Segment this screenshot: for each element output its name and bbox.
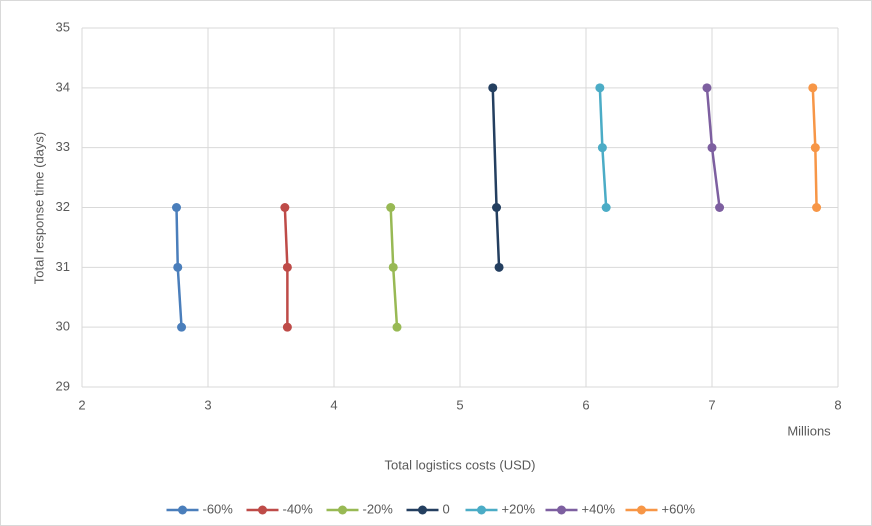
y-tick-label: 29: [56, 378, 70, 393]
data-point: [812, 203, 822, 212]
legend-label: +40%: [582, 501, 616, 516]
y-tick-label: 33: [56, 139, 70, 154]
legend-label: 0: [443, 501, 450, 516]
x-axis-title: Total logistics costs (USD): [385, 457, 536, 472]
x-tick-label: 2: [78, 397, 85, 412]
legend-marker: [178, 505, 187, 515]
data-point: [597, 143, 607, 153]
data-point: [707, 143, 717, 153]
data-point: [177, 322, 187, 332]
data-point: [601, 203, 611, 212]
data-point: [492, 203, 502, 212]
legend-marker: [557, 505, 566, 515]
legend-label: +20%: [502, 501, 536, 516]
x-tick-label: 4: [330, 397, 337, 412]
legend-marker: [637, 505, 646, 515]
data-point: [280, 203, 290, 212]
legend-marker: [338, 505, 347, 515]
data-point: [595, 83, 605, 93]
y-tick-label: 31: [56, 259, 70, 274]
x-tick-label: 8: [834, 397, 841, 412]
legend-marker: [418, 505, 427, 515]
legend-label: -60%: [203, 501, 234, 516]
legend-label: -20%: [363, 501, 394, 516]
x-tick-label: 6: [582, 397, 589, 412]
data-point: [282, 322, 292, 332]
y-tick-label: 30: [56, 319, 70, 334]
legend-label: -40%: [283, 501, 314, 516]
data-point: [494, 262, 504, 272]
data-point: [702, 83, 712, 93]
data-point: [386, 203, 396, 212]
y-axis-title: Total response time (days): [31, 132, 46, 284]
x-tick-label: 7: [708, 397, 715, 412]
legend-label: +60%: [662, 501, 696, 516]
legend-marker: [477, 505, 486, 515]
y-tick-label: 32: [56, 199, 70, 214]
data-point: [392, 322, 402, 332]
y-tick-label: 34: [56, 79, 70, 94]
x-unit-label: Millions: [787, 423, 831, 438]
legend-marker: [258, 505, 267, 515]
data-point: [388, 262, 398, 272]
data-point: [808, 83, 818, 93]
y-tick-label: 35: [56, 19, 70, 34]
data-point: [488, 83, 498, 93]
data-point: [173, 262, 183, 272]
data-point: [282, 262, 292, 272]
data-point: [715, 203, 725, 212]
x-tick-label: 5: [456, 397, 463, 412]
data-point: [172, 203, 181, 212]
data-point: [810, 143, 820, 153]
x-tick-label: 3: [204, 397, 211, 412]
